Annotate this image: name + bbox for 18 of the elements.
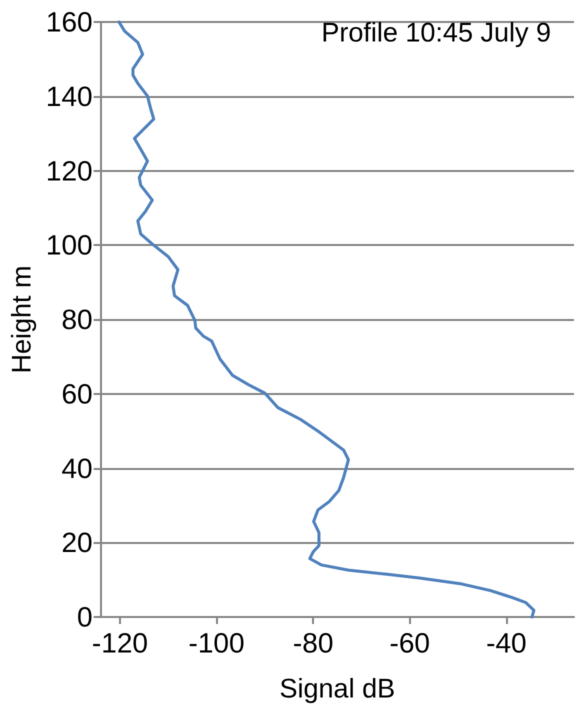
y-tick-label: 20: [61, 527, 93, 558]
y-tick-label: 60: [61, 378, 93, 410]
x-tick-label: -120: [92, 628, 148, 658]
y-tick-label: 120: [46, 155, 93, 186]
line-series: [117, 20, 536, 618]
x-axis-title: Signal dB: [280, 674, 396, 704]
x-tick-label: -80: [292, 628, 334, 658]
chart-title: Profile 10:45 July 9: [321, 18, 552, 48]
y-tick-label: 140: [46, 80, 93, 112]
x-tick-label: -60: [390, 628, 430, 658]
y-axis-title: Height m: [6, 265, 36, 374]
y-tick-label: 40: [61, 452, 93, 484]
y-tick-label: 160: [46, 6, 93, 38]
y-tick-label: 100: [46, 230, 93, 261]
x-tick-label: -100: [188, 628, 245, 658]
y-tick-label: 80: [61, 304, 93, 335]
x-tick-label: -40: [486, 628, 527, 658]
y-tick-label: 0: [77, 602, 93, 632]
